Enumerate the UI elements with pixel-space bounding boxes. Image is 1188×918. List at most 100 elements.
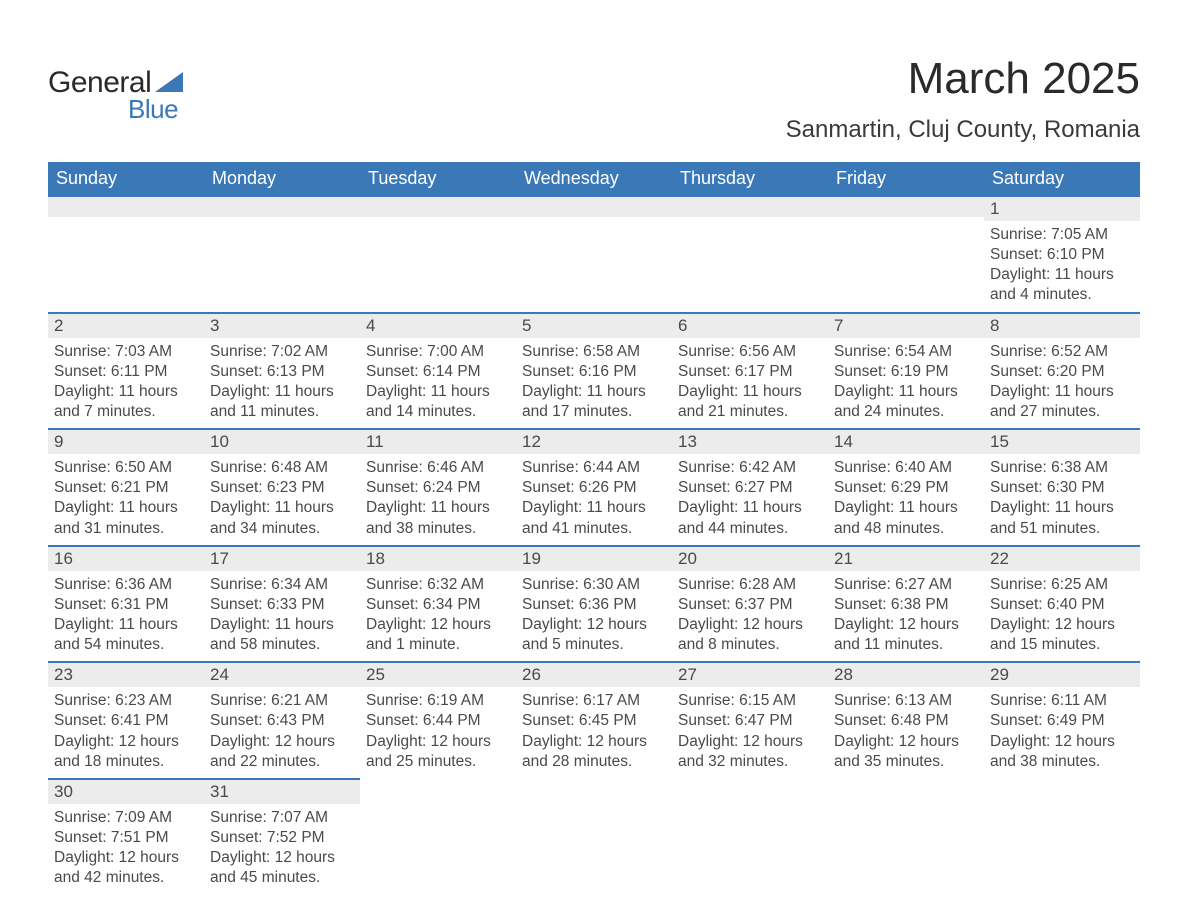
day-sunset: Sunset: 6:24 PM: [366, 478, 510, 498]
calendar-cell: [672, 195, 828, 312]
day-sunrise: Sunrise: 6:36 AM: [54, 575, 198, 595]
day-number: [360, 195, 516, 217]
calendar-cell: 12Sunrise: 6:44 AMSunset: 6:26 PMDayligh…: [516, 428, 672, 545]
day-details: Sunrise: 6:15 AMSunset: 6:47 PMDaylight:…: [672, 687, 828, 778]
day-number: 4: [360, 312, 516, 338]
day-number: 31: [204, 778, 360, 804]
day-day2: and 7 minutes.: [54, 402, 198, 422]
day-number: 29: [984, 661, 1140, 687]
day-day2: and 45 minutes.: [210, 868, 354, 888]
day-day2: and 34 minutes.: [210, 519, 354, 539]
calendar-cell: [48, 195, 204, 312]
calendar-cell: [516, 195, 672, 312]
day-sunset: Sunset: 6:16 PM: [522, 362, 666, 382]
calendar-cell: 4Sunrise: 7:00 AMSunset: 6:14 PMDaylight…: [360, 312, 516, 429]
day-details: Sunrise: 6:44 AMSunset: 6:26 PMDaylight:…: [516, 454, 672, 545]
header: General Blue March 2025 Sanmartin, Cluj …: [48, 30, 1140, 144]
calendar-cell: [828, 778, 984, 895]
day-details: Sunrise: 6:11 AMSunset: 6:49 PMDaylight:…: [984, 687, 1140, 778]
day-sunrise: Sunrise: 6:54 AM: [834, 342, 978, 362]
calendar-cell: 29Sunrise: 6:11 AMSunset: 6:49 PMDayligh…: [984, 661, 1140, 778]
day-day1: Daylight: 11 hours: [210, 382, 354, 402]
day-sunset: Sunset: 6:21 PM: [54, 478, 198, 498]
day-details: Sunrise: 6:25 AMSunset: 6:40 PMDaylight:…: [984, 571, 1140, 662]
day-details: Sunrise: 7:07 AMSunset: 7:52 PMDaylight:…: [204, 804, 360, 895]
day-sunrise: Sunrise: 6:56 AM: [678, 342, 822, 362]
day-day2: and 14 minutes.: [366, 402, 510, 422]
day-day2: and 58 minutes.: [210, 635, 354, 655]
calendar-week-row: 30Sunrise: 7:09 AMSunset: 7:51 PMDayligh…: [48, 778, 1140, 895]
day-details: Sunrise: 7:00 AMSunset: 6:14 PMDaylight:…: [360, 338, 516, 429]
day-sunrise: Sunrise: 6:15 AM: [678, 691, 822, 711]
day-sunset: Sunset: 6:26 PM: [522, 478, 666, 498]
day-day1: Daylight: 12 hours: [54, 732, 198, 752]
day-day2: and 42 minutes.: [54, 868, 198, 888]
day-number: 9: [48, 428, 204, 454]
day-day2: and 25 minutes.: [366, 752, 510, 772]
month-title: March 2025: [786, 54, 1140, 104]
day-sunrise: Sunrise: 6:27 AM: [834, 575, 978, 595]
day-sunset: Sunset: 6:27 PM: [678, 478, 822, 498]
day-number: 10: [204, 428, 360, 454]
day-details: Sunrise: 6:17 AMSunset: 6:45 PMDaylight:…: [516, 687, 672, 778]
day-sunset: Sunset: 6:10 PM: [990, 245, 1134, 265]
day-sunset: Sunset: 6:29 PM: [834, 478, 978, 498]
day-day1: Daylight: 11 hours: [54, 615, 198, 635]
day-details: [672, 800, 828, 870]
day-details: Sunrise: 7:09 AMSunset: 7:51 PMDaylight:…: [48, 804, 204, 895]
day-sunset: Sunset: 6:23 PM: [210, 478, 354, 498]
day-day1: Daylight: 12 hours: [366, 615, 510, 635]
day-details: Sunrise: 7:02 AMSunset: 6:13 PMDaylight:…: [204, 338, 360, 429]
calendar-body: 1Sunrise: 7:05 AMSunset: 6:10 PMDaylight…: [48, 195, 1140, 894]
logo: General Blue: [48, 66, 183, 125]
day-sunset: Sunset: 6:33 PM: [210, 595, 354, 615]
day-day1: Daylight: 11 hours: [210, 615, 354, 635]
day-day2: and 15 minutes.: [990, 635, 1134, 655]
day-day2: and 27 minutes.: [990, 402, 1134, 422]
day-day1: Daylight: 12 hours: [678, 615, 822, 635]
day-day2: and 11 minutes.: [210, 402, 354, 422]
day-day2: and 18 minutes.: [54, 752, 198, 772]
day-details: Sunrise: 6:52 AMSunset: 6:20 PMDaylight:…: [984, 338, 1140, 429]
day-number: 22: [984, 545, 1140, 571]
day-sunset: Sunset: 6:49 PM: [990, 711, 1134, 731]
day-sunset: Sunset: 6:41 PM: [54, 711, 198, 731]
day-details: Sunrise: 6:50 AMSunset: 6:21 PMDaylight:…: [48, 454, 204, 545]
day-sunrise: Sunrise: 6:52 AM: [990, 342, 1134, 362]
day-day2: and 8 minutes.: [678, 635, 822, 655]
col-header: Tuesday: [360, 162, 516, 195]
day-day1: Daylight: 11 hours: [834, 498, 978, 518]
day-sunrise: Sunrise: 7:05 AM: [990, 225, 1134, 245]
day-number: 8: [984, 312, 1140, 338]
calendar-cell: 24Sunrise: 6:21 AMSunset: 6:43 PMDayligh…: [204, 661, 360, 778]
day-number: 26: [516, 661, 672, 687]
day-details: Sunrise: 6:46 AMSunset: 6:24 PMDaylight:…: [360, 454, 516, 545]
day-sunset: Sunset: 6:45 PM: [522, 711, 666, 731]
day-number: 30: [48, 778, 204, 804]
day-details: [984, 800, 1140, 870]
day-day2: and 32 minutes.: [678, 752, 822, 772]
calendar-cell: 14Sunrise: 6:40 AMSunset: 6:29 PMDayligh…: [828, 428, 984, 545]
day-day2: and 24 minutes.: [834, 402, 978, 422]
day-number: [828, 778, 984, 800]
calendar-week-row: 9Sunrise: 6:50 AMSunset: 6:21 PMDaylight…: [48, 428, 1140, 545]
day-sunrise: Sunrise: 6:58 AM: [522, 342, 666, 362]
col-header: Saturday: [984, 162, 1140, 195]
day-number: 5: [516, 312, 672, 338]
day-sunset: Sunset: 6:34 PM: [366, 595, 510, 615]
calendar-cell: 3Sunrise: 7:02 AMSunset: 6:13 PMDaylight…: [204, 312, 360, 429]
day-day2: and 41 minutes.: [522, 519, 666, 539]
day-sunrise: Sunrise: 7:00 AM: [366, 342, 510, 362]
calendar-cell: 13Sunrise: 6:42 AMSunset: 6:27 PMDayligh…: [672, 428, 828, 545]
day-number: 16: [48, 545, 204, 571]
day-sunset: Sunset: 6:11 PM: [54, 362, 198, 382]
day-number: [204, 195, 360, 217]
day-number: [360, 778, 516, 800]
calendar-week-row: 23Sunrise: 6:23 AMSunset: 6:41 PMDayligh…: [48, 661, 1140, 778]
day-sunrise: Sunrise: 7:02 AM: [210, 342, 354, 362]
calendar-cell: 2Sunrise: 7:03 AMSunset: 6:11 PMDaylight…: [48, 312, 204, 429]
col-header: Friday: [828, 162, 984, 195]
day-day2: and 28 minutes.: [522, 752, 666, 772]
calendar-cell: [204, 195, 360, 312]
day-day1: Daylight: 11 hours: [366, 382, 510, 402]
